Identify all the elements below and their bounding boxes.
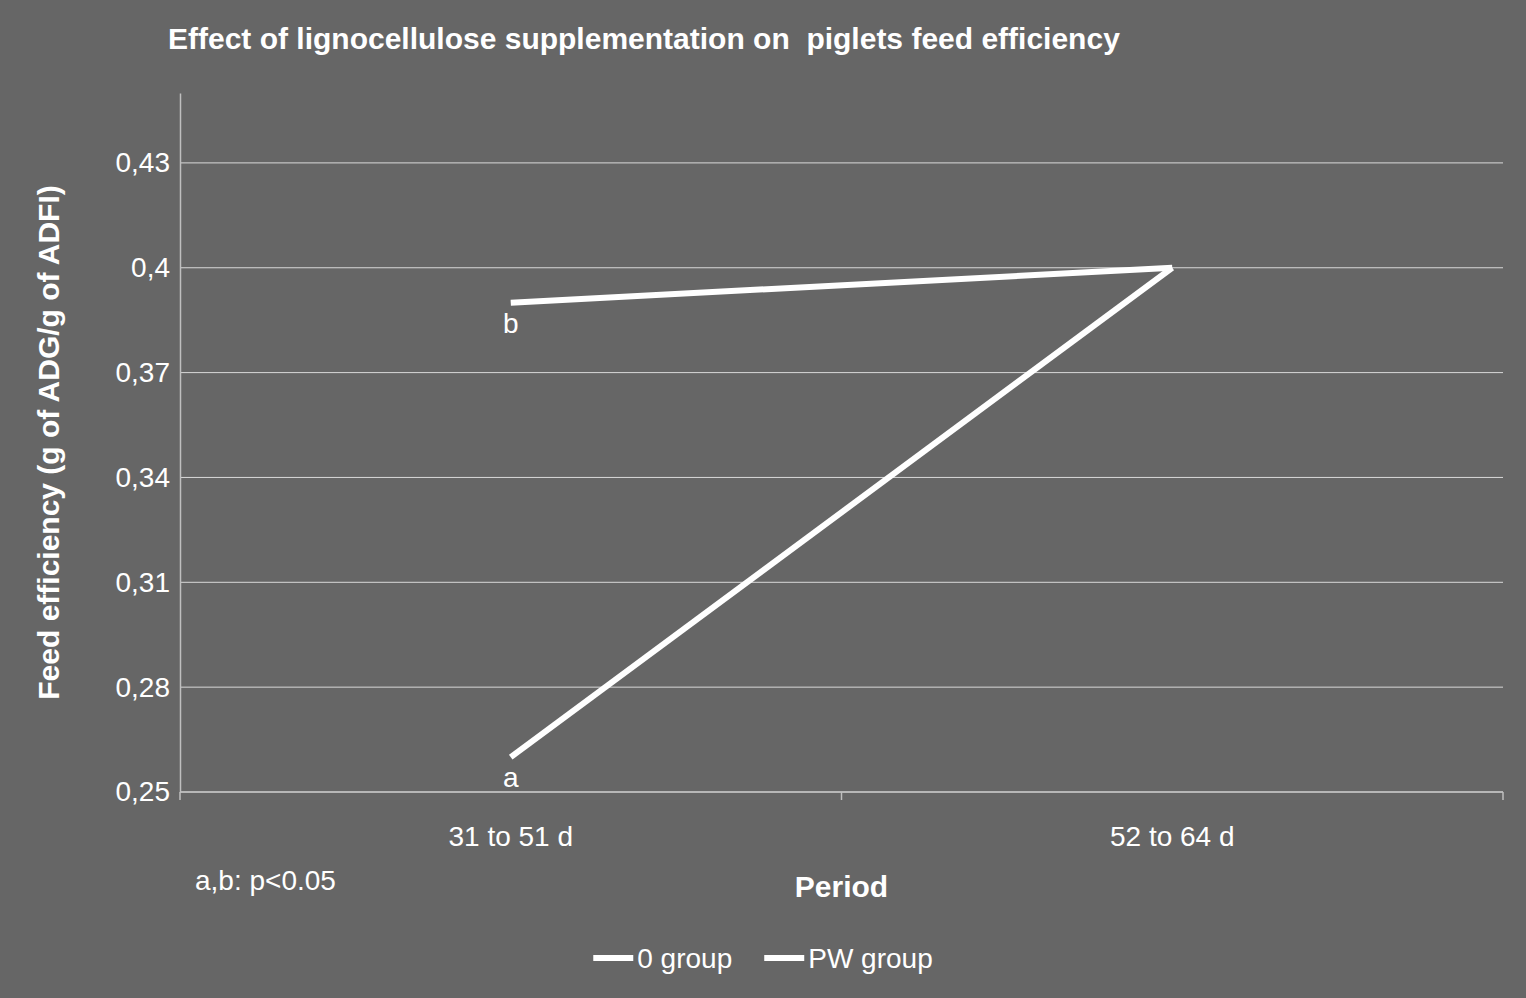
y-tick-label: 0,43 <box>116 147 171 178</box>
legend-label: PW group <box>808 943 933 974</box>
y-tick: 0,28 <box>116 672 181 703</box>
x-axis: 31 to 51 d 52 to 64 d <box>180 792 1503 852</box>
legend-swatch <box>593 955 633 961</box>
y-tick: 0,4 <box>131 252 180 283</box>
y-tick-label: 0,31 <box>116 567 171 598</box>
y-tick-label: 0,4 <box>131 252 170 283</box>
y-tick-label: 0,28 <box>116 672 171 703</box>
series-line <box>511 268 1173 757</box>
footnote: a,b: p<0.05 <box>195 865 336 896</box>
grid-line <box>180 162 1503 163</box>
y-tick-label: 0,34 <box>116 462 171 493</box>
series-line <box>511 268 1173 303</box>
y-tick: 0,34 <box>116 462 181 493</box>
y-tick: 0,43 <box>116 147 181 178</box>
grid-line <box>180 582 1503 583</box>
x-tick-mark <box>179 792 181 800</box>
y-axis-line <box>180 94 182 793</box>
x-tick-label: 31 to 51 d <box>448 821 573 852</box>
annotation: a <box>503 762 519 793</box>
x-tick-mark <box>1502 792 1504 800</box>
y-tick: 0,31 <box>116 567 181 598</box>
grid-line <box>180 267 1503 268</box>
y-tick: 0,25 <box>116 776 181 807</box>
x-axis-title: Period <box>795 870 888 903</box>
legend-swatch <box>764 955 804 961</box>
grid-line <box>180 687 1503 688</box>
legend-label: 0 group <box>637 943 732 974</box>
annotation: b <box>503 308 519 339</box>
legend: 0 group PW group <box>593 943 932 974</box>
chart-title: Effect of lignocellulose supplementation… <box>168 22 1120 55</box>
grid-line <box>180 477 1503 478</box>
y-axis: 0,25 0,28 0,31 0,34 0,37 0,4 0,43 <box>116 94 181 808</box>
grid-line <box>180 372 1503 373</box>
y-tick: 0,37 <box>116 357 181 388</box>
x-tick-mark <box>841 792 843 800</box>
y-tick-label: 0,25 <box>116 776 171 807</box>
plot: 0,25 0,28 0,31 0,34 0,37 0,4 0,43 31 to 51 d 52 … <box>116 94 1504 853</box>
series-group <box>511 268 1173 757</box>
grid <box>180 163 1503 792</box>
legend-item: PW group <box>764 943 933 974</box>
y-tick-label: 0,37 <box>116 357 171 388</box>
legend-item: 0 group <box>593 943 732 974</box>
x-tick-label: 52 to 64 d <box>1110 821 1235 852</box>
y-axis-title: Feed efficiency (g of ADG/g of ADFI) <box>32 185 65 699</box>
background <box>0 0 1526 998</box>
